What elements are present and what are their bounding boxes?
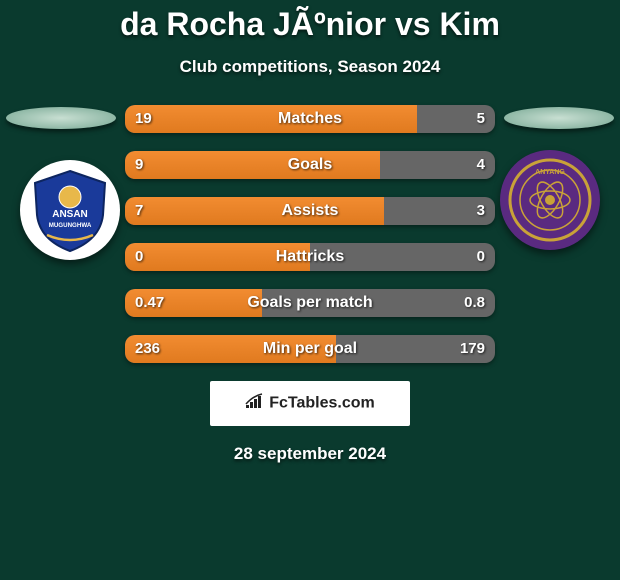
fctables-logo-icon xyxy=(245,393,265,414)
stat-row: 19Matches5 xyxy=(125,105,495,133)
stat-value-right: 0 xyxy=(477,243,485,271)
comparison-subtitle: Club competitions, Season 2024 xyxy=(0,57,620,77)
ansan-badge-icon: ANSAN MUGUNGHWA xyxy=(20,160,120,260)
svg-text:MUGUNGHWA: MUGUNGHWA xyxy=(49,222,92,229)
stat-label: Min per goal xyxy=(125,335,495,363)
svg-text:ANYANG: ANYANG xyxy=(535,169,565,176)
stat-label: Matches xyxy=(125,105,495,133)
anyang-badge-icon: ANYANG xyxy=(500,150,600,250)
comparison-date: 28 september 2024 xyxy=(0,444,620,464)
stat-label: Hattricks xyxy=(125,243,495,271)
stat-value-right: 5 xyxy=(477,105,485,133)
stat-label: Goals per match xyxy=(125,289,495,317)
stat-value-right: 3 xyxy=(477,197,485,225)
stat-row: 9Goals4 xyxy=(125,151,495,179)
stat-row: 7Assists3 xyxy=(125,197,495,225)
stat-label: Goals xyxy=(125,151,495,179)
attribution-text: FcTables.com xyxy=(269,395,375,412)
right-shadow-ellipse xyxy=(504,107,614,129)
left-shadow-ellipse xyxy=(6,107,116,129)
stat-row: 0Hattricks0 xyxy=(125,243,495,271)
comparison-title: da Rocha JÃºnior vs Kim xyxy=(0,0,620,43)
right-club-badge: ANYANG xyxy=(500,150,600,250)
stat-row: 0.47Goals per match0.8 xyxy=(125,289,495,317)
attribution-box: FcTables.com xyxy=(210,381,410,426)
stat-value-right: 0.8 xyxy=(464,289,485,317)
stat-value-right: 179 xyxy=(460,335,485,363)
left-club-badge: ANSAN MUGUNGHWA xyxy=(20,160,120,260)
stats-bars: 19Matches5 9Goals4 7Assists3 0Hattricks0 0.4… xyxy=(125,105,495,363)
svg-text:ANSAN: ANSAN xyxy=(52,209,88,220)
content-area: ANSAN MUGUNGHWA ANYANG 19Matches5 9Goals4… xyxy=(0,105,620,363)
stat-label: Assists xyxy=(125,197,495,225)
stat-row: 236Min per goal179 xyxy=(125,335,495,363)
stat-value-right: 4 xyxy=(477,151,485,179)
